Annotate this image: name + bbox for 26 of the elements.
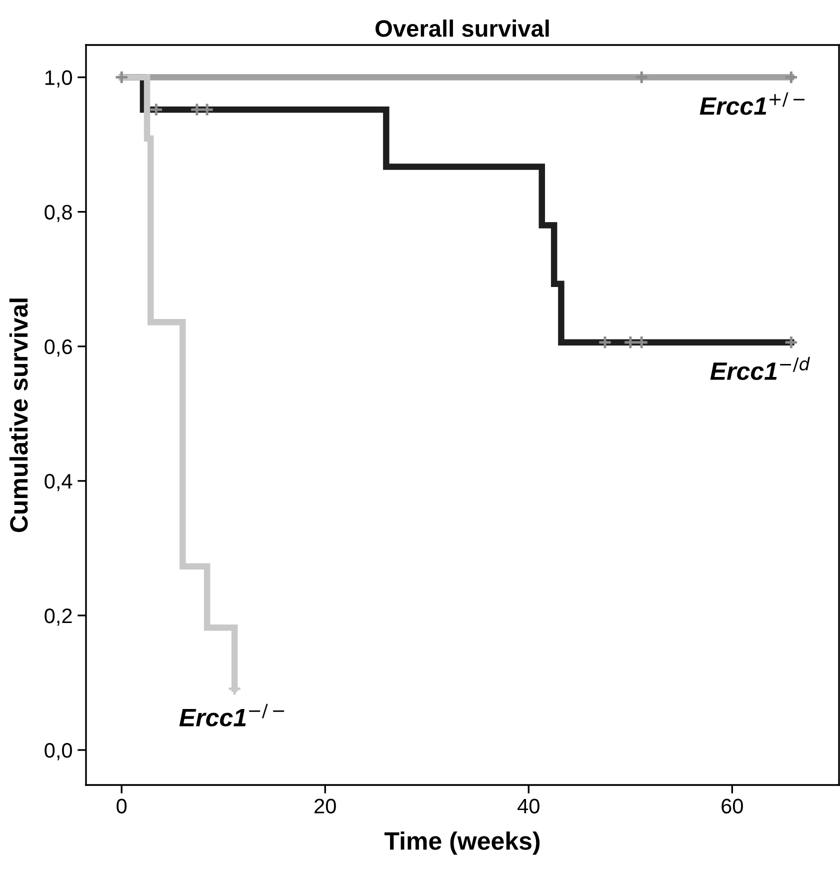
point — [784, 70, 798, 84]
y-tick-label: 0,2 — [44, 608, 72, 626]
point — [623, 335, 638, 350]
y-tick-label: 0,4 — [44, 474, 72, 492]
x-axis-title: Time (weeks) — [384, 832, 540, 855]
series-label: Ercc1$^{−/d}$ — [710, 356, 810, 380]
series-label: Ercc1$^{−/−}$ — [179, 704, 284, 726]
point — [190, 102, 204, 117]
point — [149, 102, 164, 117]
y-tick-label: 1,0 — [45, 70, 72, 88]
x-tick-label: 20 — [314, 798, 336, 814]
point — [784, 335, 798, 350]
series-label: Ercc1$^{+/−}$ — [700, 92, 804, 115]
point — [634, 70, 649, 84]
chart-title: Overall survival — [376, 20, 549, 37]
point — [114, 70, 129, 84]
x-tick-label: 60 — [722, 798, 743, 814]
y-axis-title: Cumulative survival — [9, 298, 28, 532]
y-tick-label: 0,6 — [44, 339, 72, 357]
y-tick-label: 0,0 — [44, 743, 72, 760]
point — [634, 335, 649, 350]
x-tick-label: 0 — [116, 798, 127, 814]
y-tick-label: 0,8 — [44, 204, 72, 222]
point — [200, 102, 214, 117]
x-tick-label: 40 — [518, 798, 540, 814]
point — [598, 335, 612, 350]
